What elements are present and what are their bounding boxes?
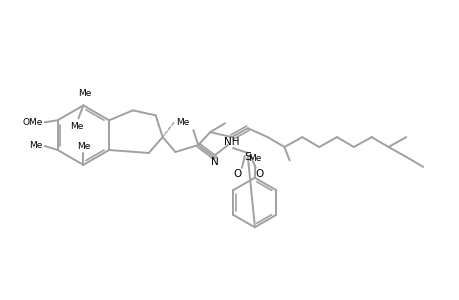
- Text: Me: Me: [175, 118, 189, 127]
- Text: NH: NH: [224, 137, 239, 147]
- Text: Me: Me: [29, 140, 42, 149]
- Text: O: O: [233, 169, 241, 179]
- Text: Me: Me: [77, 142, 90, 151]
- Text: OMe: OMe: [22, 118, 43, 127]
- Text: S: S: [244, 152, 251, 162]
- Text: Me: Me: [247, 154, 261, 164]
- Text: Me: Me: [70, 122, 83, 131]
- Text: N: N: [211, 157, 218, 167]
- Text: Me: Me: [78, 89, 91, 98]
- Text: O: O: [255, 169, 263, 179]
